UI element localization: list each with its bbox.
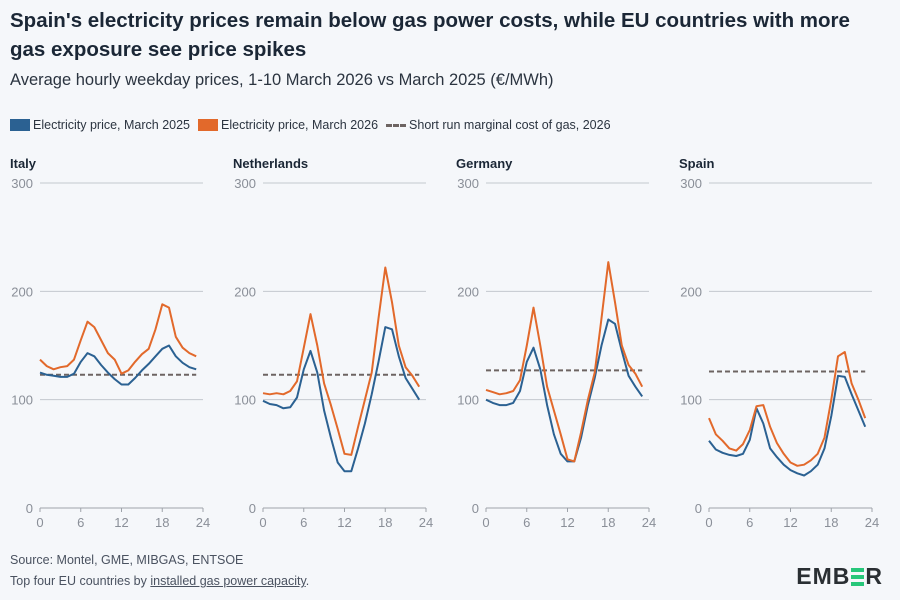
legend-label-gas: Short run marginal cost of gas, 2026 bbox=[409, 118, 611, 132]
legend-item-2026: Electricity price, March 2026 bbox=[198, 118, 378, 132]
legend-swatch-2026 bbox=[198, 119, 219, 131]
legend: Electricity price, March 2025 Electricit… bbox=[10, 118, 619, 132]
x-tick-label: 12 bbox=[114, 515, 128, 530]
x-tick-label: 0 bbox=[482, 515, 489, 530]
panel-netherlands: Netherlands 0 100 200 300 0 6 12 18 24 bbox=[233, 156, 433, 530]
x-tick-label: 24 bbox=[642, 515, 656, 530]
panel-spain: Spain 0 100 200 300 0 6 12 18 24 bbox=[679, 156, 879, 530]
panel-title: Spain bbox=[679, 156, 714, 171]
legend-swatch-2025 bbox=[10, 119, 30, 131]
line-2025 bbox=[39, 344, 197, 386]
y-tick-label: 0 bbox=[695, 501, 702, 516]
x-tick-label: 18 bbox=[155, 515, 169, 530]
line-2026 bbox=[39, 303, 197, 375]
y-tick-label: 0 bbox=[472, 501, 479, 516]
x-tick-label: 6 bbox=[523, 515, 530, 530]
x-tick-label: 12 bbox=[560, 515, 574, 530]
y-tick-label: 0 bbox=[26, 501, 33, 516]
legend-swatch-gas bbox=[386, 123, 407, 127]
x-tick-label: 18 bbox=[378, 515, 392, 530]
ember-logo: EMB R bbox=[796, 563, 883, 589]
y-tick-label: 300 bbox=[457, 176, 479, 191]
y-tick-label: 200 bbox=[11, 284, 33, 299]
legend-label-2026: Electricity price, March 2026 bbox=[221, 118, 379, 132]
panel-title: Germany bbox=[456, 156, 513, 171]
legend-label-2025: Electricity price, March 2025 bbox=[33, 118, 191, 132]
y-tick-label: 100 bbox=[11, 393, 33, 408]
x-tick-label: 18 bbox=[824, 515, 838, 530]
line-2026 bbox=[485, 261, 644, 463]
x-tick-label: 6 bbox=[746, 515, 753, 530]
line-2025 bbox=[485, 318, 644, 463]
y-tick-label: 0 bbox=[249, 501, 256, 516]
line-2026 bbox=[262, 266, 421, 456]
x-tick-label: 12 bbox=[337, 515, 351, 530]
footnote: Top four EU countries by installed gas p… bbox=[10, 574, 309, 588]
y-tick-label: 300 bbox=[11, 176, 33, 191]
x-tick-label: 6 bbox=[77, 515, 84, 530]
y-tick-label: 100 bbox=[457, 393, 479, 408]
line-2025 bbox=[708, 374, 867, 477]
panel-italy: Italy 0 100 200 300 0 6 12 18 24 bbox=[10, 156, 210, 530]
y-tick-label: 200 bbox=[234, 284, 256, 299]
y-tick-label: 200 bbox=[680, 284, 702, 299]
installed-capacity-link[interactable]: installed gas power capacity bbox=[150, 574, 306, 588]
x-tick-label: 24 bbox=[419, 515, 433, 530]
legend-item-gas: Short run marginal cost of gas, 2026 bbox=[386, 118, 611, 132]
y-tick-label: 100 bbox=[680, 393, 702, 408]
x-tick-label: 0 bbox=[705, 515, 712, 530]
x-tick-label: 24 bbox=[196, 515, 210, 530]
x-tick-label: 18 bbox=[601, 515, 615, 530]
source-note: Source: Montel, GME, MIBGAS, ENTSOE bbox=[10, 553, 244, 567]
footnote-text: Top four EU countries by bbox=[10, 574, 151, 588]
x-tick-label: 6 bbox=[300, 515, 307, 530]
line-2025 bbox=[262, 326, 421, 473]
legend-item-2025: Electricity price, March 2025 bbox=[10, 118, 190, 132]
footnote-suffix: . bbox=[305, 574, 310, 588]
x-tick-label: 0 bbox=[36, 515, 43, 530]
chart-title: Spain's electricity prices remain below … bbox=[10, 9, 850, 61]
x-tick-label: 12 bbox=[783, 515, 797, 530]
panel-germany: Germany 0 100 200 300 0 6 12 18 24 bbox=[456, 156, 656, 530]
y-tick-label: 300 bbox=[234, 176, 256, 191]
panel-title: Netherlands bbox=[233, 156, 308, 171]
y-tick-label: 300 bbox=[680, 176, 702, 191]
y-tick-label: 100 bbox=[234, 393, 256, 408]
x-tick-label: 24 bbox=[865, 515, 879, 530]
x-tick-label: 0 bbox=[259, 515, 266, 530]
panel-title: Italy bbox=[10, 156, 37, 171]
line-2026 bbox=[708, 351, 867, 467]
chart-subtitle: Average hourly weekday prices, 1-10 Marc… bbox=[10, 71, 554, 89]
y-tick-label: 200 bbox=[457, 284, 479, 299]
